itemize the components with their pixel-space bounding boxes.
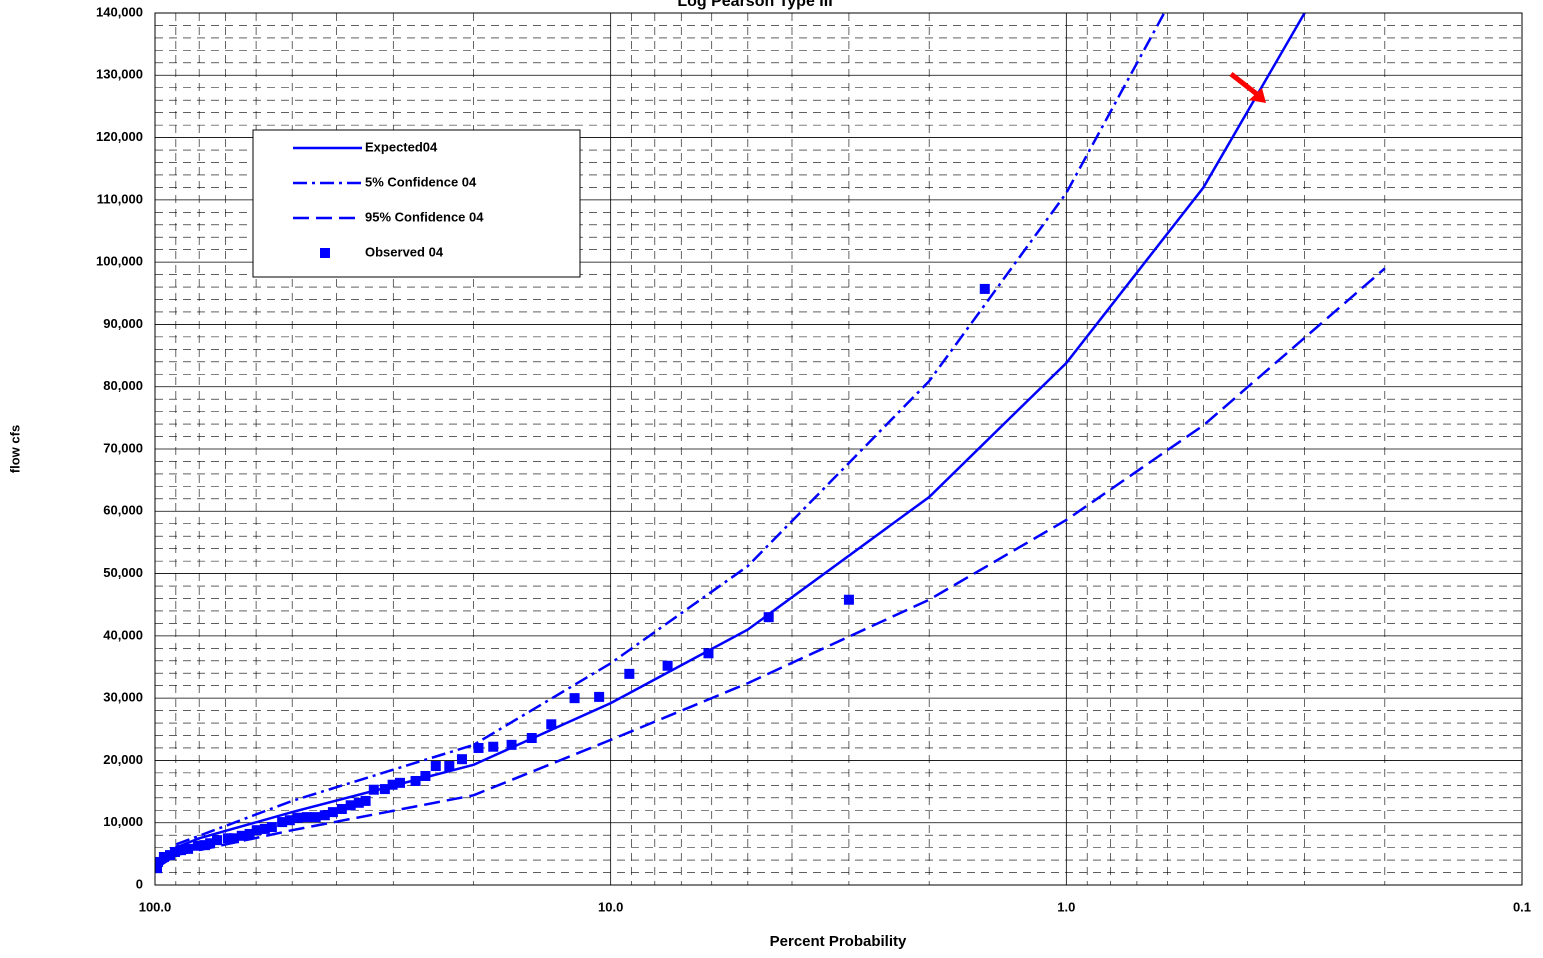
legend-label: Expected04: [365, 139, 438, 154]
data-point: [236, 830, 247, 841]
y-tick-label: 80,000: [103, 378, 143, 393]
y-axis-label: flow cfs: [7, 425, 22, 473]
data-point: [473, 742, 484, 753]
data-point: [703, 648, 714, 659]
y-tick-label: 40,000: [103, 627, 143, 642]
data-point: [222, 833, 233, 844]
data-point: [379, 784, 390, 795]
legend-label: 5% Confidence 04: [365, 174, 477, 189]
data-point: [301, 812, 312, 823]
data-point: [843, 594, 854, 605]
data-point: [394, 777, 405, 788]
data-point: [979, 283, 990, 294]
legend-label: 95% Confidence 04: [365, 209, 484, 224]
series-line: [156, 13, 1166, 865]
y-tick-label: 120,000: [96, 129, 143, 144]
data-point: [763, 612, 774, 623]
data-point: [387, 779, 398, 790]
data-point: [192, 840, 203, 851]
y-tick-label: 0: [136, 876, 143, 891]
x-tick-label: 1.0: [1057, 899, 1075, 914]
y-tick-label: 110,000: [97, 191, 143, 206]
y-tick-label: 20,000: [103, 752, 143, 767]
x-axis-label: Percent Probability: [770, 933, 907, 950]
x-tick-label: 0.1: [1513, 899, 1531, 914]
y-tick-label: 100,000: [96, 254, 143, 269]
data-point: [169, 846, 180, 857]
data-point: [284, 815, 295, 826]
legend-box: [252, 129, 581, 278]
data-point: [175, 845, 186, 856]
data-point: [360, 795, 371, 806]
data-point: [292, 812, 303, 823]
data-point: [506, 739, 517, 750]
data-point: [327, 807, 338, 818]
legend-label: Observed 04: [365, 244, 444, 259]
data-point: [266, 822, 277, 833]
data-point: [244, 828, 255, 839]
data-point: [251, 825, 262, 836]
data-point: [199, 840, 210, 851]
data-point: [546, 719, 557, 730]
data-point: [353, 797, 364, 808]
data-point: [420, 771, 431, 781]
data-point: [310, 812, 321, 823]
data-point: [624, 668, 635, 679]
data-point: [259, 823, 270, 834]
data-point: [662, 660, 673, 671]
data-point: [430, 761, 441, 772]
data-point: [319, 810, 330, 821]
y-tick-label: 60,000: [103, 503, 143, 518]
series-layer: [155, 13, 1386, 874]
data-point: [277, 817, 288, 828]
data-point: [410, 775, 421, 786]
annotation-arrow-head: [1249, 88, 1266, 103]
data-point: [594, 691, 605, 702]
data-point: [368, 784, 379, 795]
data-point: [205, 838, 216, 849]
y-tick-label: 140,000: [96, 4, 143, 19]
data-point: [444, 761, 455, 772]
data-point: [212, 835, 223, 846]
data-point: [228, 833, 239, 844]
data-point: [345, 800, 356, 811]
y-tick-label: 130,000: [96, 67, 143, 82]
y-tick-label: 30,000: [103, 690, 143, 705]
legend-marker: [320, 248, 330, 258]
y-tick-label: 10,000: [103, 814, 143, 829]
data-point: [158, 851, 169, 862]
plot-border: [154, 12, 1523, 886]
x-tick-label: 100.0: [139, 899, 172, 914]
chart-title: Log Pearson Type III: [677, 0, 832, 10]
x-tick-label: 10.0: [598, 899, 623, 914]
y-tick-label: 70,000: [103, 440, 143, 455]
data-point: [456, 754, 467, 765]
data-point: [526, 733, 537, 744]
data-point: [488, 741, 499, 752]
annotation-arrow: [1229, 72, 1260, 97]
data-point: [155, 863, 162, 874]
legend: Expected04 5% Confidence 04 95% Confidence…: [252, 129, 581, 278]
data-point: [183, 843, 194, 854]
data-point: [336, 804, 347, 815]
y-tick-label: 50,000: [103, 565, 143, 580]
data-point: [569, 693, 580, 704]
y-tick-label: 90,000: [103, 316, 143, 331]
